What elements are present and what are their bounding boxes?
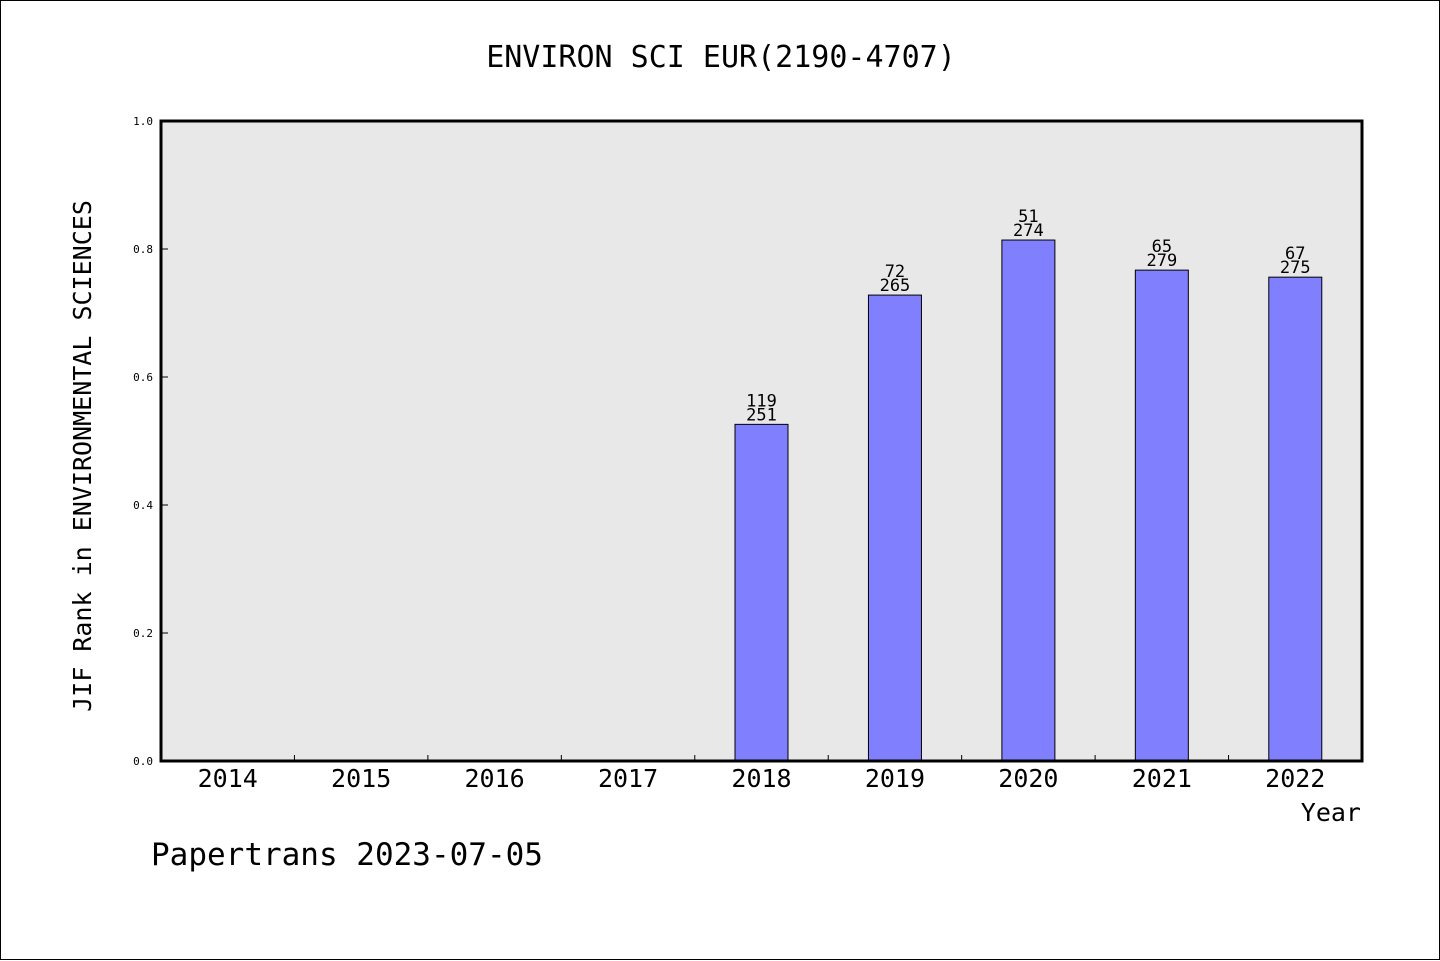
- x-tick-label: 2020: [998, 764, 1058, 793]
- bar-2020: [1001, 239, 1056, 762]
- x-tick-label: 2021: [1132, 764, 1192, 793]
- x-tick-label: 2022: [1265, 764, 1325, 793]
- y-tick-label: 0.8: [133, 243, 153, 256]
- bar-total-label: 251: [746, 405, 777, 425]
- bar-2022: [1268, 276, 1323, 762]
- bar-2019: [867, 294, 922, 762]
- plot-border: [159, 119, 1364, 763]
- bars-group: [734, 239, 1323, 762]
- y-tick-label: 0.2: [133, 627, 153, 640]
- bar-rank-label: 51: [1018, 207, 1038, 227]
- x-tick-label: 2015: [331, 764, 391, 793]
- x-tick-label: 2018: [731, 764, 791, 793]
- bar-2021: [1134, 269, 1189, 762]
- x-tick-label: 2017: [598, 764, 658, 793]
- bar-rank-label: 67: [1285, 244, 1305, 264]
- chart-title: ENVIRON SCI EUR(2190-4707): [486, 40, 956, 75]
- y-tick-label: 1.0: [133, 115, 153, 128]
- bar-total-label: 274: [1013, 221, 1044, 241]
- x-axis-ticks: 2014 2015 2016 2017 2018 2019 2020 2021 2022: [198, 755, 1325, 793]
- bar-2018: [734, 423, 789, 762]
- x-tick-label: 2016: [465, 764, 525, 793]
- y-tick-label: 0.6: [133, 371, 153, 384]
- credit-text: Papertrans 2023-07-05: [151, 837, 543, 873]
- x-tick-label: 2019: [865, 764, 925, 793]
- bar-rank-label: 119: [746, 391, 777, 411]
- bar-total-label: 279: [1146, 251, 1177, 271]
- y-axis-ticks: 0.0 0.2 0.4 0.6 0.8 1.0: [133, 115, 168, 768]
- bar-rank-label: 72: [885, 262, 905, 282]
- bar-rank-label: 65: [1152, 237, 1172, 257]
- bar-total-label: 265: [880, 276, 911, 296]
- x-tick-label: 2014: [198, 764, 258, 793]
- x-axis-label: Year: [1301, 798, 1361, 827]
- bar-total-label: 275: [1280, 258, 1311, 278]
- y-tick-label: 0.4: [133, 499, 153, 512]
- y-tick-label: 0.0: [133, 755, 153, 768]
- y-axis-label: JIF Rank in ENVIRONMENTAL SCIENCES: [68, 200, 97, 712]
